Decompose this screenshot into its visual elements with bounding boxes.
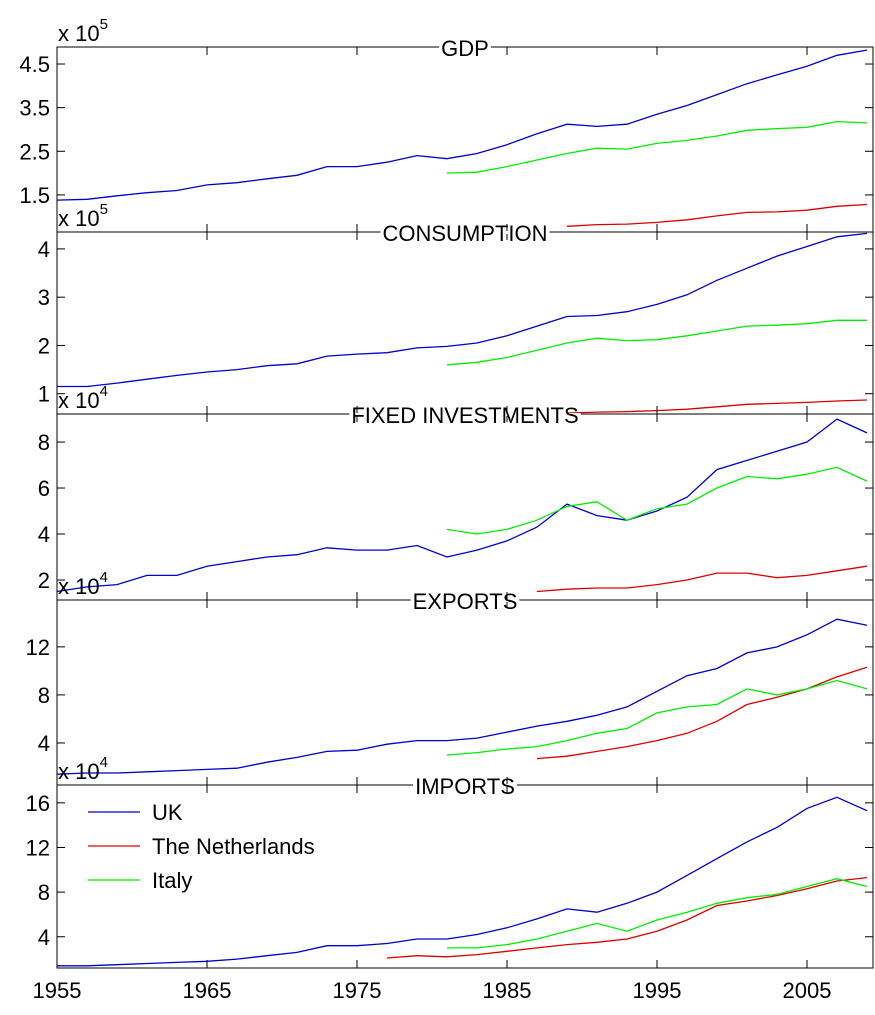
series-line (536, 565, 868, 593)
y-tick-label: 12 (26, 635, 50, 660)
panel-title: CONSUMPTION (383, 221, 548, 246)
panel-title: GDP (441, 36, 489, 61)
multiplier-base: x 10 (58, 759, 100, 784)
y-tick-label: 16 (26, 791, 50, 816)
title-backing (439, 46, 491, 49)
y-tick-label: 12 (26, 835, 50, 860)
axis-multiplier: x 104 (58, 383, 108, 413)
axis-multiplier: x 105 (58, 201, 108, 231)
title-backing (380, 231, 550, 234)
series-line (57, 418, 868, 593)
series-line (536, 666, 868, 760)
y-tick-label: 4 (38, 522, 50, 547)
plot-area (57, 418, 868, 593)
series-line (566, 203, 868, 227)
axis-multiplier: x 104 (58, 754, 108, 784)
y-tick-label: 2 (38, 333, 50, 358)
series-line (566, 399, 868, 414)
legend-label: UK (152, 800, 183, 825)
y-tick-label: 6 (38, 476, 50, 501)
y-tick-label: 4 (38, 237, 50, 262)
multiplier-exponent: 4 (100, 383, 108, 400)
y-tick-label: 3.5 (19, 96, 50, 121)
y-tick-label: 2 (38, 568, 50, 593)
panel-title: EXPORTS (413, 589, 518, 614)
multiplier-base: x 10 (58, 574, 100, 599)
panel-frame (56, 231, 874, 415)
title-backing (349, 413, 581, 416)
panel-frame (56, 413, 874, 601)
x-tick-label: 1975 (333, 978, 382, 1003)
series-line (446, 466, 868, 535)
legend-label: The Netherlands (152, 834, 315, 859)
y-tick-label: 8 (38, 683, 50, 708)
series-line (57, 618, 868, 775)
x-tick-label: 2005 (783, 978, 832, 1003)
x-tick-label: 1985 (483, 978, 532, 1003)
series-line (57, 49, 868, 201)
plot-area (57, 49, 868, 227)
series-line (57, 232, 868, 388)
multiplier-exponent: 5 (100, 16, 108, 33)
multiplier-exponent: 5 (100, 201, 108, 218)
legend-label: Italy (152, 868, 192, 893)
x-tick-label: 1965 (183, 978, 232, 1003)
x-tick-label: 1995 (633, 978, 682, 1003)
panel-frame (56, 599, 874, 786)
y-tick-label: 8 (38, 880, 50, 905)
axis-multiplier: x 104 (58, 569, 108, 599)
multiplier-exponent: 4 (100, 754, 108, 771)
y-tick-label: 4.5 (19, 52, 50, 77)
y-tick-label: 2.5 (19, 139, 50, 164)
x-tick-label: 1955 (33, 978, 82, 1003)
series-line (446, 120, 868, 174)
plot-area (57, 796, 868, 967)
multiplier-base: x 10 (58, 21, 100, 46)
panel-title: FIXED INVESTMENTS (351, 403, 578, 428)
y-tick-label: 1.5 (19, 183, 50, 208)
multiplier-exponent: 4 (100, 569, 108, 586)
title-backing (410, 599, 520, 602)
panel-title: IMPORTS (415, 774, 515, 799)
axis-multiplier: x 105 (58, 16, 108, 46)
series-line (386, 876, 868, 959)
series-line (446, 319, 867, 366)
y-tick-label: 1 (38, 382, 50, 407)
y-tick-label: 4 (38, 925, 50, 950)
y-tick-label: 3 (38, 285, 50, 310)
panel-frame (56, 46, 874, 233)
multiplier-base: x 10 (58, 388, 100, 413)
multiplier-base: x 10 (58, 206, 100, 231)
title-backing (413, 784, 517, 787)
series-line (57, 796, 868, 967)
series-line (447, 878, 868, 949)
series-line (446, 679, 868, 756)
plot-area (57, 618, 868, 775)
y-tick-label: 8 (38, 430, 50, 455)
plot-area (57, 232, 868, 414)
y-tick-label: 4 (38, 731, 50, 756)
